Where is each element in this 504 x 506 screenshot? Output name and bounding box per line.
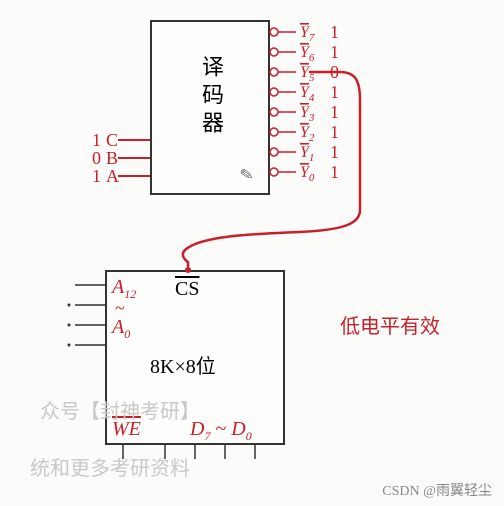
svg-text:1: 1 <box>330 122 339 142</box>
svg-text:Y1: Y1 <box>300 144 314 164</box>
svg-text:1: 1 <box>330 82 339 102</box>
svg-text:Y2: Y2 <box>300 124 315 144</box>
svg-text:Y3: Y3 <box>300 104 315 124</box>
svg-text:Y0: Y0 <box>300 164 315 184</box>
svg-text:B: B <box>106 148 118 168</box>
svg-text:1: 1 <box>330 42 339 62</box>
svg-text:1: 1 <box>330 22 339 42</box>
svg-text:1: 1 <box>92 166 101 186</box>
svg-text:0: 0 <box>92 148 101 168</box>
svg-text:1: 1 <box>92 130 101 150</box>
svg-text:1: 1 <box>330 162 339 182</box>
svg-text:Y6: Y6 <box>300 44 315 64</box>
svg-text:A: A <box>106 166 119 186</box>
svg-text:Y4: Y4 <box>300 84 315 104</box>
svg-text:Y7: Y7 <box>300 24 315 44</box>
svg-text:1: 1 <box>330 142 339 162</box>
svg-text:Y5: Y5 <box>300 64 315 84</box>
wiring-svg: 1C0B1AY71Y61Y50Y41Y31Y21Y11Y01 <box>0 0 504 506</box>
svg-text:C: C <box>106 130 118 150</box>
svg-text:1: 1 <box>330 102 339 122</box>
